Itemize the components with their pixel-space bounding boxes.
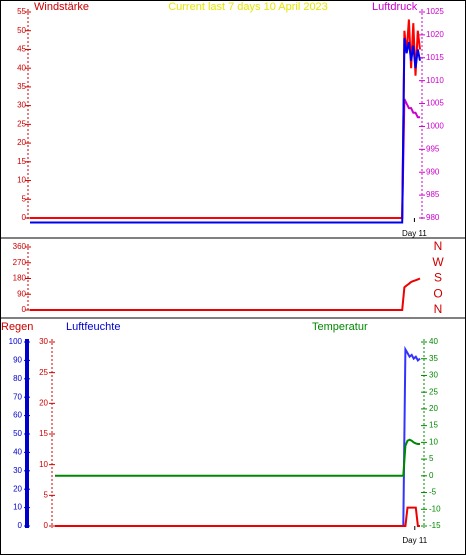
y-tick-label: 0	[429, 471, 434, 480]
y-tick-label: 30	[39, 337, 48, 346]
axis-label: Luftdruck	[372, 1, 418, 13]
y-tick-label: 100	[9, 337, 23, 346]
direction-label: O	[433, 286, 442, 300]
data-line	[30, 98, 420, 219]
data-line	[30, 277, 421, 311]
y-tick-label: 40	[17, 63, 26, 72]
y-tick-label: 15	[429, 421, 438, 430]
y-tick-label: -5	[429, 488, 437, 497]
y-tick-label: 90	[13, 356, 22, 365]
direction-label: N	[434, 239, 443, 253]
axis-label: Regen	[1, 321, 33, 333]
y-tick-label: 1025	[426, 7, 444, 16]
y-tick-label: 35	[17, 82, 26, 91]
y-tick-label: 80	[13, 374, 22, 383]
y-tick-label: 15	[39, 429, 48, 438]
y-tick-label: 20	[429, 404, 438, 413]
y-tick-label: 70	[13, 392, 22, 401]
y-tick-label: 5	[429, 454, 434, 463]
y-tick-label: 360	[13, 242, 27, 251]
y-tick-label: 10	[13, 503, 22, 512]
y-tick-label: 25	[39, 368, 48, 377]
axis-label: Windstärke	[34, 1, 89, 13]
y-tick-label: 30	[13, 466, 22, 475]
chart-title: Current last 7 days 10 April 2023	[168, 1, 328, 13]
y-tick-label: 995	[426, 144, 440, 153]
y-tick-label: 60	[13, 411, 22, 420]
y-tick-label: 25	[429, 387, 438, 396]
y-tick-label: 35	[429, 354, 438, 363]
y-tick-label: 1005	[426, 99, 444, 108]
x-tick-label: Day 11	[402, 536, 427, 545]
y-tick-label: 980	[426, 213, 440, 222]
y-tick-label: 20	[17, 138, 26, 147]
y-tick-label: 50	[17, 26, 26, 35]
y-tick-label: 45	[17, 45, 26, 54]
y-tick-label: 1020	[426, 30, 444, 39]
direction-label: W	[432, 255, 444, 269]
y-tick-label: 180	[13, 274, 27, 283]
direction-label: N	[434, 302, 443, 316]
y-tick-label: 10	[39, 460, 48, 469]
y-tick-label: 0	[22, 305, 27, 314]
data-line	[30, 19, 421, 219]
axis-label: Luftfeuchte	[66, 321, 120, 333]
y-tick-label: 0	[44, 521, 49, 530]
y-tick-label: 30	[17, 101, 26, 110]
y-tick-label: -10	[429, 504, 441, 513]
y-tick-label: 0	[22, 213, 27, 222]
data-line	[55, 345, 421, 527]
y-tick-label: 40	[13, 448, 22, 457]
y-tick-label: 270	[13, 258, 27, 267]
y-tick-label: 1015	[426, 53, 444, 62]
data-line	[55, 438, 420, 477]
y-tick-label: 990	[426, 167, 440, 176]
y-tick-label: 10	[17, 176, 26, 185]
y-tick-label: 5	[22, 194, 27, 203]
y-tick-label: 25	[17, 119, 26, 128]
y-tick-label: 20	[39, 398, 48, 407]
y-tick-label: -15	[429, 521, 441, 530]
y-tick-label: 1000	[426, 122, 444, 131]
data-line	[30, 38, 421, 224]
x-tick-label: Day 11	[402, 229, 427, 238]
y-tick-label: 5	[44, 490, 49, 499]
y-tick-label: 30	[429, 371, 438, 380]
y-tick-label: 15	[17, 157, 26, 166]
y-tick-label: 40	[429, 337, 438, 346]
y-tick-label: 50	[13, 429, 22, 438]
direction-label: S	[434, 271, 442, 285]
y-tick-label: 90	[17, 289, 26, 298]
y-tick-label: 55	[17, 7, 26, 16]
y-tick-label: 20	[13, 484, 22, 493]
y-tick-label: 1010	[426, 76, 444, 85]
y-tick-label: 0	[18, 521, 23, 530]
y-tick-label: 985	[426, 190, 440, 199]
axis-label: Temperatur	[312, 321, 368, 333]
data-line	[55, 506, 420, 527]
y-tick-label: 10	[429, 437, 438, 446]
